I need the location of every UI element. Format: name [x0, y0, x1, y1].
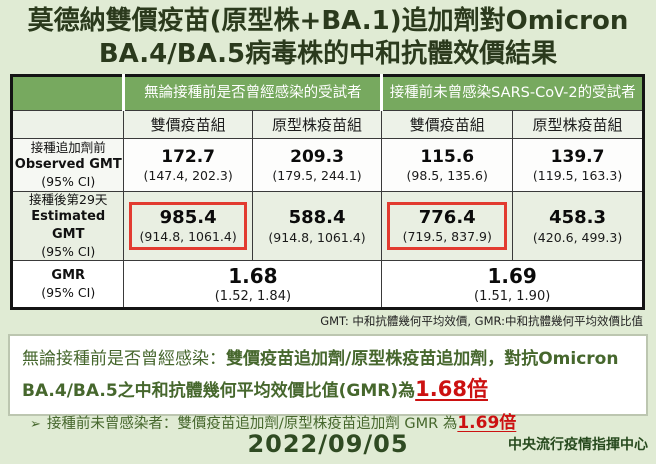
title-line1: 莫德納雙價疫苗(原型株+BA.1)追加劑對Omicron [27, 6, 629, 36]
row-label-observed: 接種追加劑前 Observed GMT (95% CI) [10, 138, 125, 192]
group-header-any-infection: 無論接種前是否曾經感染的受試者 [122, 75, 383, 111]
footer-date: 2022/09/05 [247, 430, 409, 458]
cell-estimated-2: 588.4 (914.8, 1061.4) [251, 190, 383, 262]
summary-bullet-text: 接種前未曾感染者：雙價疫苗追加劑/原型株疫苗追加劑 GMR 為 [46, 416, 458, 433]
footer: 2022/09/05 中央流行疫情指揮中心 [0, 426, 656, 462]
gmt-value: 209.3 [290, 146, 344, 167]
cell-gmr-1: 1.68 (1.52, 1.84) [123, 260, 383, 310]
empty-header-cell [10, 110, 125, 139]
gmt-ci: (719.5, 837.9) [402, 229, 492, 245]
table-row-observed-gmt: 接種追加劑前 Observed GMT (95% CI) 172.7 (147.… [10, 138, 644, 192]
table-row-estimated-gmt: 接種後第29天 Estimated GMT (95% CI) 985.4 (91… [10, 190, 644, 262]
row-label-line1: 接種後第29天 [29, 192, 108, 207]
col-header-prototype-2: 原型株疫苗組 [512, 110, 644, 139]
cell-estimated-1: 985.4 (914.8, 1061.4) [123, 190, 253, 262]
gmt-value: 458.3 [549, 207, 607, 229]
col-header-bivalent-2: 雙價疫苗組 [381, 110, 514, 139]
gmt-value: 115.6 [420, 146, 475, 167]
gmt-value: 776.4 [418, 206, 476, 228]
gmt-ci: (98.5, 135.6) [406, 168, 488, 184]
table-footnote: GMT: 中和抗體幾何平均效價, GMR:中和抗體幾何平均效價比值 [320, 314, 643, 329]
summary-prefix: 無論接種前是否曾經感染： [22, 349, 226, 370]
gmt-ci: (147.4, 202.3) [143, 168, 233, 184]
row-label-estimated: 接種後第29天 Estimated GMT (95% CI) [10, 190, 125, 262]
cell-estimated-4: 458.3 (420.6, 499.3) [512, 190, 644, 262]
gmt-value: 172.7 [161, 146, 216, 167]
cell-observed-4: 139.7 (119.5, 163.3) [512, 138, 644, 192]
gmt-value: 588.4 [288, 207, 346, 229]
col-header-prototype-1: 原型株疫苗組 [251, 110, 383, 139]
summary-line-2: ➢ 接種前未曾感染者：雙價疫苗追加劑/原型株疫苗追加劑 GMR 為1.69倍 [22, 412, 634, 436]
gmt-ci: (914.8, 1061.4) [268, 229, 366, 245]
gmt-ci: (119.5, 163.3) [532, 168, 623, 184]
gmr-168-highlight: 1.68倍 [415, 377, 488, 402]
red-highlight-box: 776.4 (719.5, 837.9) [387, 201, 508, 251]
summary-line-1: 無論接種前是否曾經感染：雙價疫苗追加劑/原型株疫苗追加劑，對抗Omicron B… [22, 344, 634, 406]
gmr-ci: (1.52, 1.84) [214, 288, 292, 304]
group-header-no-infection: 接種前未曾感染SARS-CoV-2的受試者 [380, 75, 644, 111]
column-header-row: 雙價疫苗組 原型株疫苗組 雙價疫苗組 原型株疫苗組 [10, 110, 644, 139]
row-label-gmr: GMR (95% CI) [10, 260, 125, 310]
gmt-value: 139.7 [550, 146, 605, 167]
gmr-ci: (1.51, 1.90) [474, 288, 551, 304]
title-line2: BA.4/BA.5病毒株的中和抗體效價結果 [98, 39, 558, 69]
col-header-bivalent-1: 雙價疫苗組 [123, 110, 253, 139]
gmr-169-highlight: 1.69倍 [457, 413, 517, 434]
footer-agency: 中央流行疫情指揮中心 [508, 437, 648, 453]
page-title: 莫德納雙價疫苗(原型株+BA.1)追加劑對Omicron BA.4/BA.5病毒… [0, 0, 656, 71]
results-table-wrap: 無論接種前是否曾經感染的受試者 接種前未曾感染SARS-CoV-2的受試者 雙價… [10, 74, 645, 311]
summary-box: 無論接種前是否曾經感染：雙價疫苗追加劑/原型株疫苗追加劑，對抗Omicron B… [8, 334, 648, 433]
row-label-line1: GMR [51, 268, 86, 284]
corner-cell [10, 75, 125, 111]
row-label-line1: 接種追加劑前 [30, 139, 106, 155]
row-label-line3: (95% CI) [41, 244, 96, 260]
arrow-bullet-icon: ➢ [30, 417, 41, 433]
cell-estimated-3: 776.4 (719.5, 837.9) [381, 190, 514, 262]
gmt-value: 985.4 [159, 206, 217, 228]
cell-gmr-2: 1.69 (1.51, 1.90) [381, 260, 644, 310]
gmr-value: 1.68 [228, 263, 278, 288]
gmt-ci: (420.6, 499.3) [532, 229, 623, 245]
row-label-line3: (95% CI) [41, 173, 96, 189]
cell-observed-1: 172.7 (147.4, 202.3) [123, 138, 253, 192]
gmr-value: 1.69 [487, 263, 537, 288]
row-label-line2: (95% CI) [41, 285, 96, 301]
cell-observed-3: 115.6 (98.5, 135.6) [381, 138, 514, 192]
red-highlight-box: 985.4 (914.8, 1061.4) [129, 201, 247, 251]
row-label-line2: Observed GMT [14, 157, 122, 173]
gmt-ci: (914.8, 1061.4) [139, 229, 237, 245]
results-table: 無論接種前是否曾經感染的受試者 接種前未曾感染SARS-CoV-2的受試者 雙價… [10, 74, 645, 311]
gmt-ci: (179.5, 244.1) [272, 168, 362, 184]
summary-bold-text: 雙價疫苗追加劑/原型株疫苗追加劑，對抗Omicron BA.4/BA.5之中和抗… [22, 349, 619, 402]
cell-observed-2: 209.3 (179.5, 244.1) [251, 138, 383, 192]
group-header-row: 無論接種前是否曾經感染的受試者 接種前未曾感染SARS-CoV-2的受試者 [10, 75, 644, 111]
row-label-line2: Estimated GMT [31, 209, 106, 243]
table-row-gmr: GMR (95% CI) 1.68 (1.52, 1.84) 1.69 (1.5… [10, 260, 644, 310]
